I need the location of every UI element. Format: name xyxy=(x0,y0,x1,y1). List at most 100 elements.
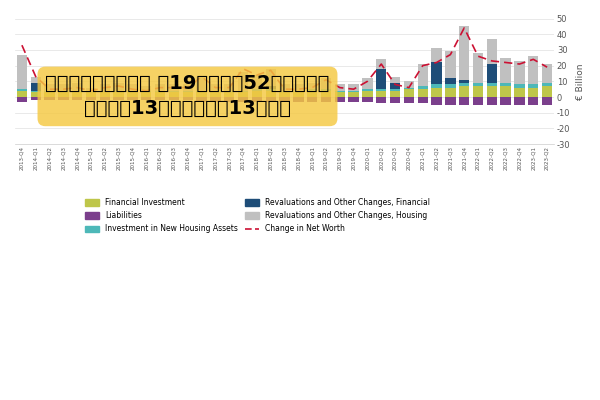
Bar xyxy=(335,97,345,102)
Bar xyxy=(376,89,386,91)
Bar xyxy=(307,83,317,89)
Bar xyxy=(238,97,248,102)
Bar xyxy=(31,92,41,97)
Bar xyxy=(238,92,248,97)
Bar xyxy=(196,97,207,102)
Bar xyxy=(335,91,345,92)
Bar xyxy=(72,83,82,91)
Bar xyxy=(238,91,248,92)
Bar xyxy=(86,88,96,91)
Bar xyxy=(487,64,497,83)
Bar xyxy=(431,97,442,105)
Bar xyxy=(528,56,538,84)
Bar xyxy=(321,89,331,91)
Bar xyxy=(307,91,317,97)
Bar xyxy=(100,84,110,91)
Bar xyxy=(349,97,359,102)
Bar xyxy=(280,84,290,91)
Bar xyxy=(445,52,455,78)
Legend: Financial Investment, Liabilities, Investment in New Housing Assets, Revaluation: Financial Investment, Liabilities, Inves… xyxy=(83,196,433,236)
Bar xyxy=(514,97,524,105)
Bar xyxy=(445,88,455,97)
Bar xyxy=(251,97,262,102)
Bar xyxy=(113,83,124,91)
Bar xyxy=(280,92,290,97)
Bar xyxy=(44,92,55,97)
Bar xyxy=(321,91,331,97)
Bar xyxy=(155,91,166,92)
Bar xyxy=(459,86,469,97)
Bar xyxy=(169,84,179,91)
Bar xyxy=(500,86,511,97)
Bar xyxy=(542,64,553,83)
Bar xyxy=(86,97,96,100)
Bar xyxy=(459,83,469,86)
Bar xyxy=(266,89,276,91)
Bar xyxy=(390,89,400,91)
Bar xyxy=(127,91,137,92)
Bar xyxy=(376,59,386,69)
Bar xyxy=(100,97,110,100)
Bar xyxy=(528,97,538,105)
Bar xyxy=(349,84,359,91)
Bar xyxy=(58,92,68,97)
Bar xyxy=(169,97,179,100)
Bar xyxy=(390,91,400,97)
Bar xyxy=(224,97,235,102)
Bar xyxy=(362,89,373,91)
Bar xyxy=(182,84,193,91)
Bar xyxy=(418,86,428,89)
Bar xyxy=(196,91,207,92)
Bar xyxy=(473,53,483,83)
Bar xyxy=(404,89,414,97)
Bar xyxy=(280,97,290,102)
Bar xyxy=(31,77,41,83)
Bar xyxy=(459,97,469,105)
Bar xyxy=(280,91,290,92)
Bar xyxy=(182,97,193,100)
Bar xyxy=(155,84,166,91)
Bar xyxy=(500,83,511,86)
Bar xyxy=(431,62,442,84)
Bar xyxy=(542,97,553,105)
Bar xyxy=(31,91,41,92)
Bar xyxy=(514,84,524,88)
Bar xyxy=(196,92,207,97)
Bar xyxy=(362,97,373,102)
Bar xyxy=(487,39,497,64)
Bar xyxy=(169,91,179,92)
Bar xyxy=(127,84,137,91)
Bar xyxy=(431,84,442,88)
Bar xyxy=(445,84,455,88)
Bar xyxy=(17,97,27,102)
Bar xyxy=(266,97,276,102)
Bar xyxy=(44,91,55,92)
Bar xyxy=(266,91,276,97)
Bar xyxy=(31,83,41,91)
Bar xyxy=(335,84,345,91)
Bar xyxy=(335,92,345,97)
Bar xyxy=(431,48,442,62)
Bar xyxy=(58,91,68,92)
Bar xyxy=(113,91,124,92)
Bar xyxy=(127,92,137,97)
Bar xyxy=(100,92,110,97)
Bar xyxy=(321,97,331,102)
Bar xyxy=(487,97,497,105)
Bar xyxy=(86,92,96,97)
Bar xyxy=(17,89,27,91)
Bar xyxy=(210,97,221,102)
Bar xyxy=(100,91,110,92)
Bar xyxy=(58,84,68,91)
Bar xyxy=(404,81,414,88)
Bar xyxy=(141,86,151,91)
Bar xyxy=(376,97,386,103)
Bar xyxy=(349,91,359,92)
Bar xyxy=(113,97,124,100)
Bar xyxy=(418,97,428,103)
Bar xyxy=(321,78,331,89)
Bar xyxy=(487,83,497,86)
Bar xyxy=(500,58,511,83)
Bar xyxy=(251,75,262,89)
Bar xyxy=(210,92,221,97)
